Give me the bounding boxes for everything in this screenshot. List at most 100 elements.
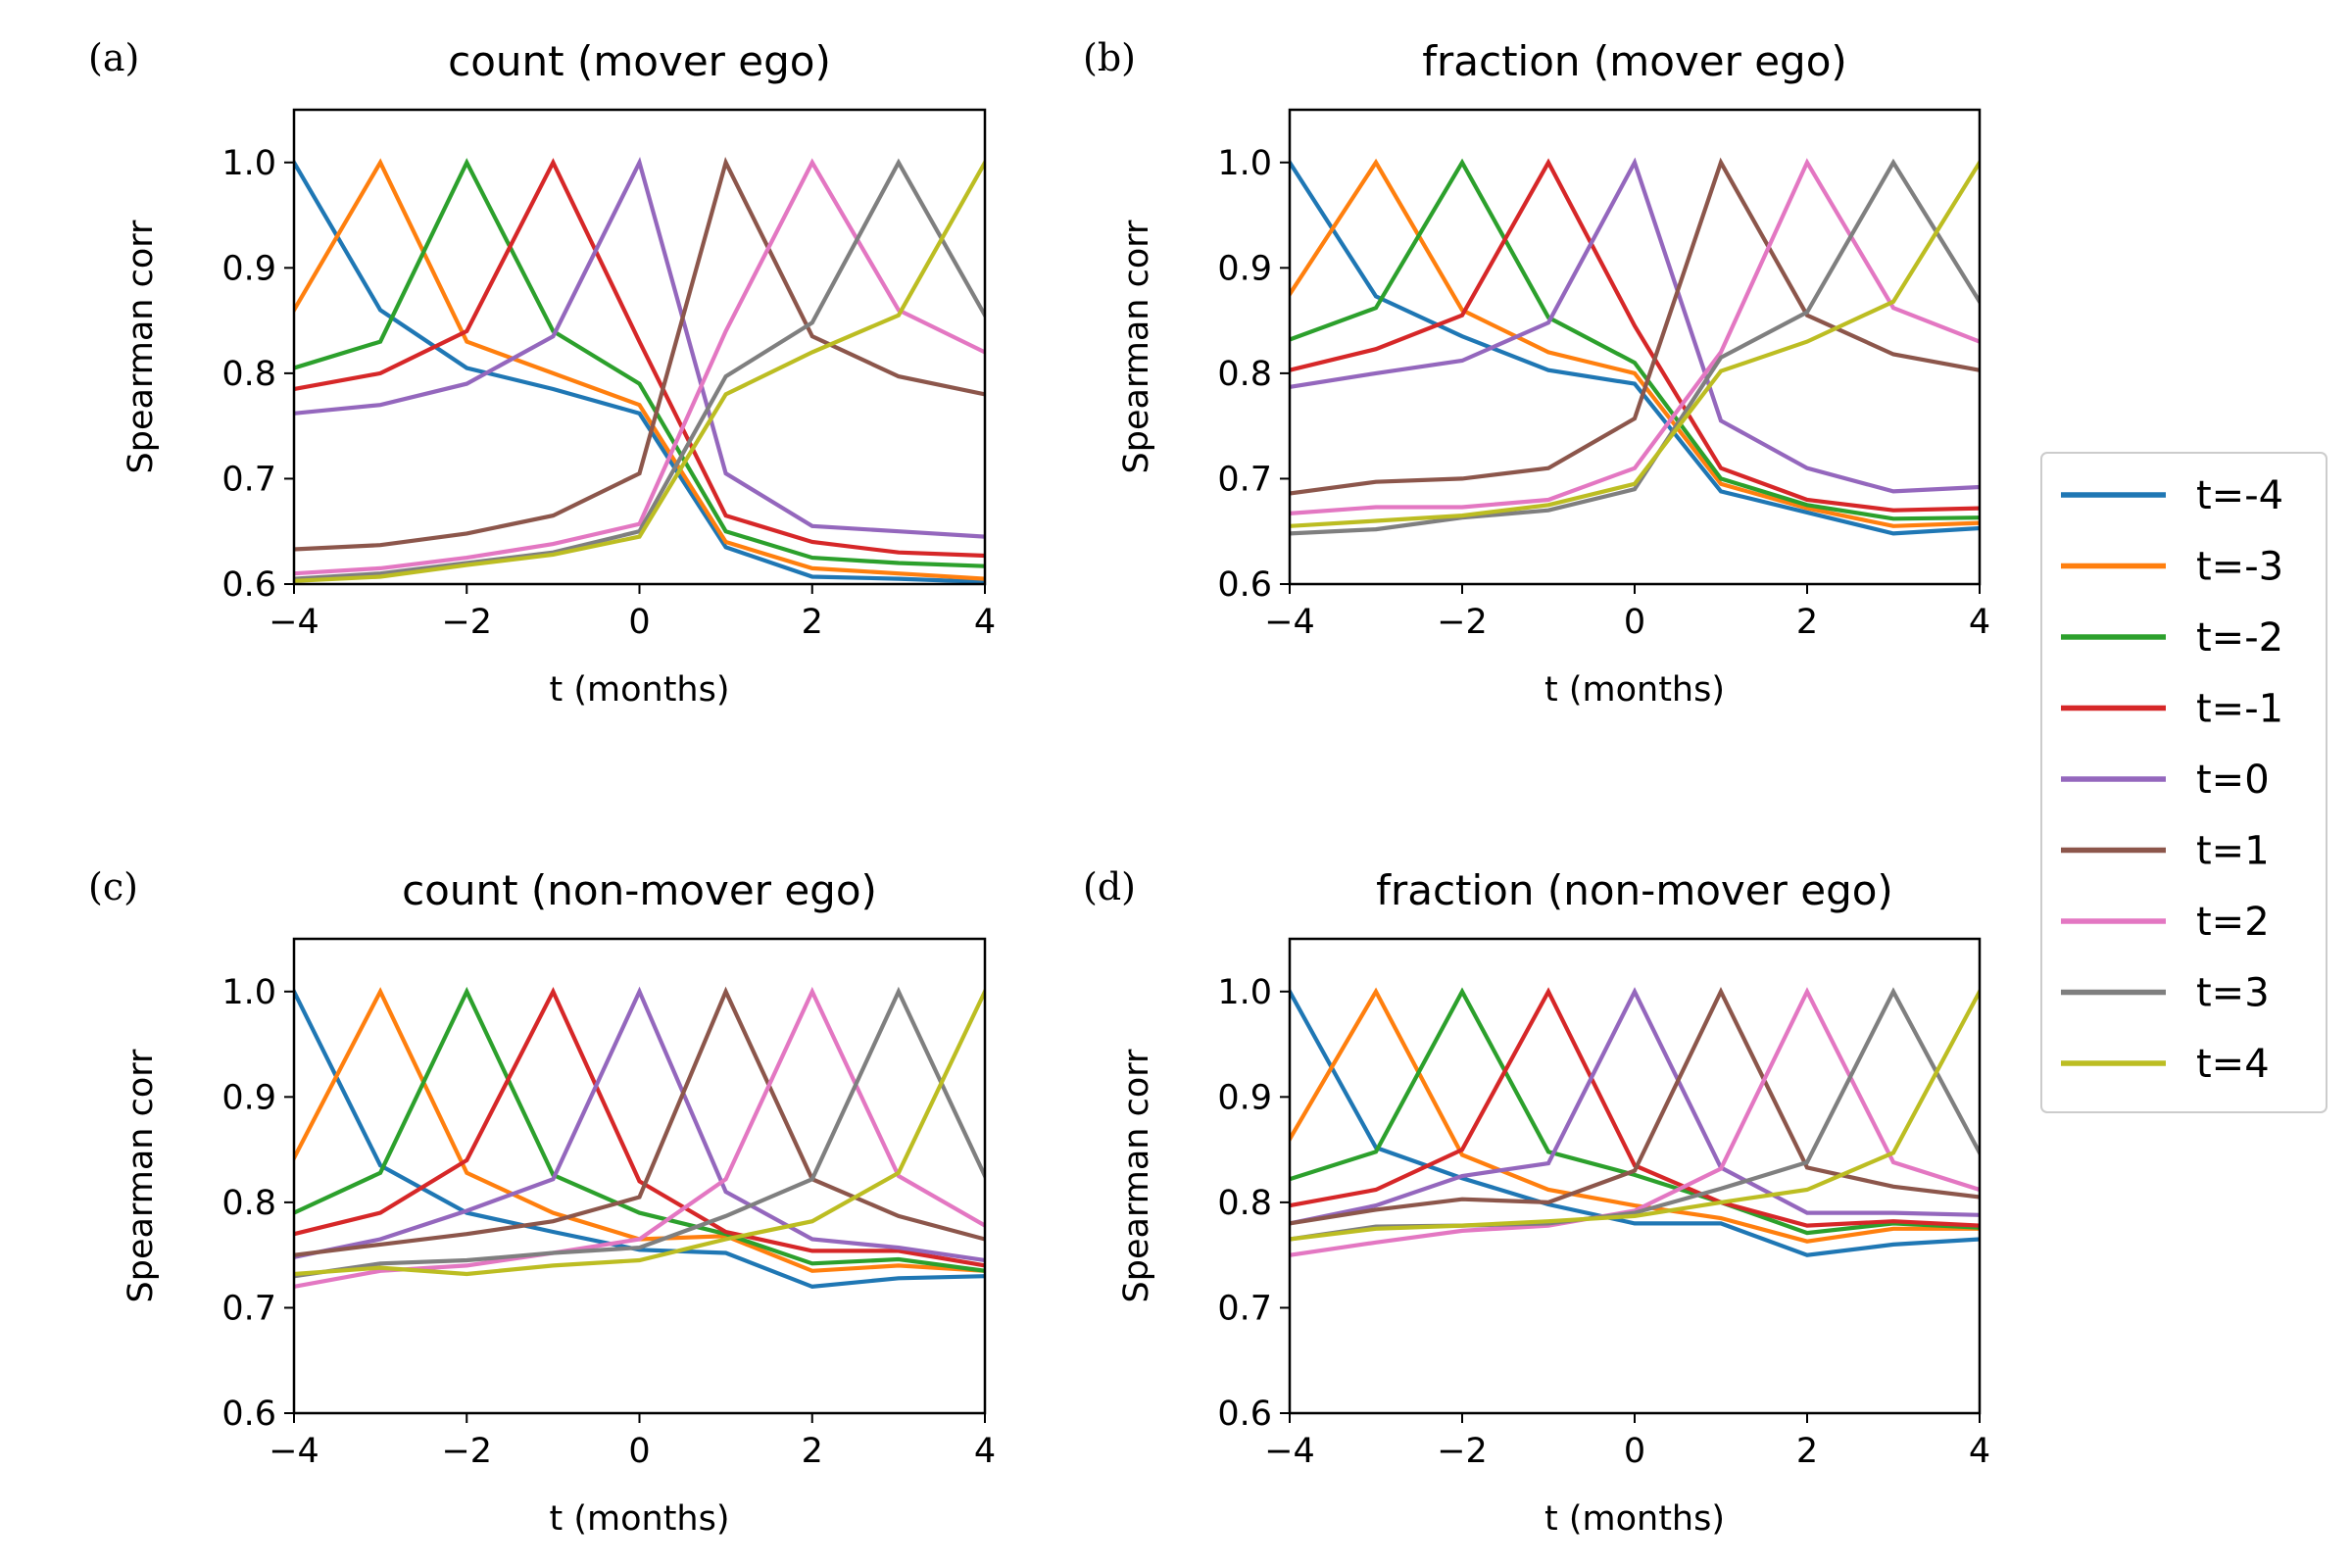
panel-letter: (d) xyxy=(1083,865,1136,908)
series-line-t=4 xyxy=(1290,988,1980,1242)
series-line-t=-4 xyxy=(294,988,985,1290)
series-line-t=3 xyxy=(1290,987,1980,1242)
series-line-t=4 xyxy=(1290,159,1980,528)
x-tick-label: −4 xyxy=(1264,1432,1315,1471)
legend-label: t=-3 xyxy=(2196,545,2283,590)
series-line-t=-4 xyxy=(294,159,985,584)
legend-label: t=0 xyxy=(2196,758,2270,803)
x-axis-label: t (months) xyxy=(550,1499,730,1539)
y-tick-label: 0.9 xyxy=(221,249,276,288)
series-line-t=1 xyxy=(1290,986,1980,1226)
y-tick-label: 1.0 xyxy=(221,973,276,1012)
x-tick-label: 4 xyxy=(974,1432,996,1471)
series-line-t=-1 xyxy=(294,986,985,1268)
x-tick-label: −2 xyxy=(1437,603,1488,642)
series-line-t=-2 xyxy=(294,986,985,1273)
series-line-t=1 xyxy=(294,156,985,552)
series-line-t=2 xyxy=(1290,158,1980,516)
x-tick-label: 4 xyxy=(1969,1432,1990,1471)
y-tick-label: 0.6 xyxy=(221,565,276,605)
series-line-t=-2 xyxy=(294,158,985,568)
x-tick-label: 4 xyxy=(974,603,996,642)
series-line-t=-1 xyxy=(1290,987,1980,1228)
series-line-t=-1 xyxy=(294,158,985,559)
panel-title: count (non-mover ego) xyxy=(402,866,877,914)
series-line-t=3 xyxy=(1290,158,1980,536)
x-axis-label: t (months) xyxy=(1544,670,1725,710)
legend-label: t=4 xyxy=(2196,1042,2270,1087)
legend-label: t=-4 xyxy=(2196,473,2283,518)
legend-label: t=1 xyxy=(2196,829,2270,874)
y-axis-label: Spearman corr xyxy=(1117,1049,1156,1302)
y-tick-label: 0.8 xyxy=(1217,1184,1272,1223)
series-line-t=-2 xyxy=(1290,987,1980,1236)
legend-label: t=-2 xyxy=(2196,615,2283,661)
x-tick-label: −4 xyxy=(269,603,319,642)
legend-label: t=3 xyxy=(2196,971,2270,1016)
x-tick-label: 2 xyxy=(802,603,823,642)
panel-letter: (a) xyxy=(88,36,139,79)
series-group xyxy=(294,986,985,1290)
x-tick-label: 0 xyxy=(628,603,650,642)
series-line-t=-2 xyxy=(1290,158,1980,521)
y-tick-label: 0.8 xyxy=(221,1184,276,1223)
series-group xyxy=(1290,157,1980,536)
y-tick-label: 0.8 xyxy=(1217,355,1272,394)
panel-title: fraction (non-mover ego) xyxy=(1376,866,1893,914)
y-tick-label: 0.6 xyxy=(1217,565,1272,605)
y-tick-label: 0.7 xyxy=(1217,460,1272,499)
x-tick-label: −2 xyxy=(1437,1432,1488,1471)
series-group xyxy=(294,156,985,584)
y-tick-label: 0.9 xyxy=(1217,1078,1272,1117)
series-line-t=-4 xyxy=(1290,988,1980,1257)
y-tick-label: 0.7 xyxy=(221,1289,276,1328)
y-tick-label: 1.0 xyxy=(1217,144,1272,183)
series-line-t=4 xyxy=(294,159,985,583)
x-tick-label: 2 xyxy=(802,1432,823,1471)
x-tick-label: 0 xyxy=(628,1432,650,1471)
panel-title: fraction (mover ego) xyxy=(1422,37,1847,85)
legend-label: t=2 xyxy=(2196,900,2270,945)
y-tick-label: 0.8 xyxy=(221,355,276,394)
series-line-t=3 xyxy=(294,158,985,581)
panel-letter: (c) xyxy=(88,865,138,908)
series-line-t=-1 xyxy=(1290,158,1980,513)
series-line-t=0 xyxy=(1290,987,1980,1226)
panel-title: count (mover ego) xyxy=(448,37,831,85)
series-line-t=0 xyxy=(294,156,985,539)
x-tick-label: −2 xyxy=(441,603,492,642)
y-tick-label: 0.9 xyxy=(1217,249,1272,288)
series-line-t=0 xyxy=(294,986,985,1263)
x-tick-label: 0 xyxy=(1624,1432,1645,1471)
y-tick-label: 0.9 xyxy=(221,1078,276,1117)
y-axis-label: Spearman corr xyxy=(122,1049,161,1302)
series-line-t=-3 xyxy=(1290,158,1980,528)
series-line-t=1 xyxy=(294,986,985,1257)
series-line-t=3 xyxy=(294,986,985,1279)
x-tick-label: −2 xyxy=(441,1432,492,1471)
y-tick-label: 0.6 xyxy=(221,1395,276,1434)
y-tick-label: 0.7 xyxy=(221,460,276,499)
y-tick-label: 0.7 xyxy=(1217,1289,1272,1328)
x-tick-label: 2 xyxy=(1796,1432,1818,1471)
y-tick-label: 0.6 xyxy=(1217,1395,1272,1434)
series-line-t=2 xyxy=(294,158,985,576)
x-tick-label: −4 xyxy=(1264,603,1315,642)
x-tick-label: −4 xyxy=(269,1432,319,1471)
x-tick-label: 0 xyxy=(1624,603,1645,642)
series-line-t=-3 xyxy=(294,158,985,581)
x-axis-label: t (months) xyxy=(1544,1499,1725,1539)
y-axis-label: Spearman corr xyxy=(122,220,161,473)
series-line-t=4 xyxy=(294,989,985,1277)
y-tick-label: 1.0 xyxy=(1217,973,1272,1012)
series-line-t=0 xyxy=(1290,157,1980,494)
series-line-t=1 xyxy=(1290,157,1980,496)
y-tick-label: 1.0 xyxy=(221,144,276,183)
series-line-t=-4 xyxy=(1290,159,1980,536)
x-axis-label: t (months) xyxy=(550,670,730,710)
series-line-t=-3 xyxy=(1290,987,1980,1244)
legend-label: t=-1 xyxy=(2196,687,2283,732)
axes-frame xyxy=(292,108,987,586)
x-tick-label: 4 xyxy=(1969,603,1990,642)
